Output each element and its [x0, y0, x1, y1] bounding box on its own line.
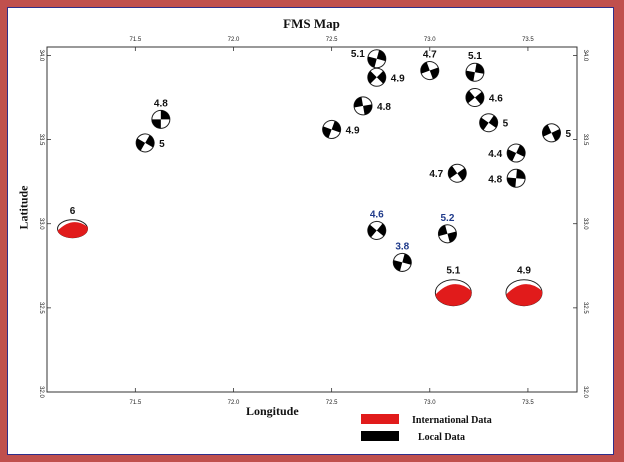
top-tick-label: 72.0 [228, 37, 240, 43]
magnitude-label: 4.8 [377, 102, 391, 113]
beachball-icon [541, 123, 561, 143]
beachball-icon [506, 143, 526, 163]
beachball-icon [447, 163, 467, 183]
magnitude-label: 4.9 [391, 73, 405, 84]
magnitude-label: 4.8 [154, 98, 168, 109]
bottom-tick-label: 71.5 [129, 400, 141, 406]
magnitude-label: 4.4 [488, 149, 502, 160]
magnitude-label: 4.9 [517, 266, 531, 277]
legend-swatch-local [361, 431, 399, 441]
magnitude-label: 5.1 [468, 51, 482, 62]
magnitude-label: 5 [565, 129, 571, 140]
magnitude-label: 4.9 [346, 125, 360, 136]
map-title: FMS Map [283, 16, 340, 31]
beachball-icon [465, 62, 485, 82]
beachball-icon [151, 109, 171, 129]
magnitude-label: 5.2 [440, 213, 454, 224]
magnitude-label: 4.7 [423, 50, 437, 61]
right-tick-label: 33.5 [582, 134, 588, 146]
bottom-tick-label: 73.5 [522, 400, 534, 406]
beachball-icon [420, 61, 440, 81]
beachball-icon [135, 133, 155, 153]
fms-map-plot: 71.5 72.0 72.5 73.0 73.5 71.5 72.0 72.5 73.0 73.5… [38, 37, 588, 406]
beachball-icon [465, 87, 485, 107]
magnitude-label: 5 [159, 139, 165, 150]
beachball-icon [57, 219, 89, 239]
right-tick-label: 34.0 [582, 50, 588, 62]
beachball-icon [506, 168, 526, 188]
beachball-icon [434, 279, 472, 307]
left-tick-label: 32.5 [38, 302, 44, 314]
left-tick-label: 33.0 [38, 218, 44, 230]
magnitude-label: 4.8 [488, 174, 502, 185]
magnitude-label: 4.6 [489, 93, 503, 104]
bottom-tick-label: 73.0 [424, 400, 436, 406]
beachball-icon [505, 279, 543, 307]
beachball-icon [322, 119, 342, 139]
beachball-icon [353, 96, 373, 116]
figure-panel: FMS Map Latitude Longitude International… [7, 7, 614, 455]
plot-border [46, 46, 578, 393]
left-tick-label: 34.0 [38, 50, 44, 62]
magnitude-label: 3.8 [395, 241, 409, 252]
magnitude-label: 4.7 [429, 169, 443, 180]
right-tick-label: 32.5 [582, 302, 588, 314]
magnitude-label: 5.1 [351, 49, 365, 60]
magnitude-label: 4.6 [370, 209, 384, 220]
beachball-icon [367, 67, 387, 87]
top-tick-label: 71.5 [129, 37, 141, 43]
left-tick-label: 32.0 [38, 386, 44, 398]
top-tick-label: 73.0 [424, 37, 436, 43]
magnitude-label: 5.1 [446, 266, 460, 277]
bottom-tick-label: 72.5 [326, 400, 338, 406]
beachball-icon [437, 224, 457, 244]
magnitude-label: 5 [503, 119, 509, 130]
magnitude-label: 6 [70, 206, 76, 217]
top-tick-label: 73.5 [522, 37, 534, 43]
beachball-icon [479, 113, 499, 133]
top-tick-label: 72.5 [326, 37, 338, 43]
right-tick-label: 33.0 [582, 218, 588, 230]
beachball-icon [367, 220, 387, 240]
legend-label-local: Local Data [418, 432, 465, 443]
beachball-icon [392, 252, 412, 272]
right-tick-label: 32.0 [582, 386, 588, 398]
legend-swatch-international [361, 414, 399, 424]
legend-label-international: International Data [412, 415, 492, 426]
beachball-icon [367, 49, 387, 69]
left-tick-label: 33.5 [38, 134, 44, 146]
bottom-tick-label: 72.0 [228, 400, 240, 406]
x-axis-label: Longitude [246, 404, 299, 418]
